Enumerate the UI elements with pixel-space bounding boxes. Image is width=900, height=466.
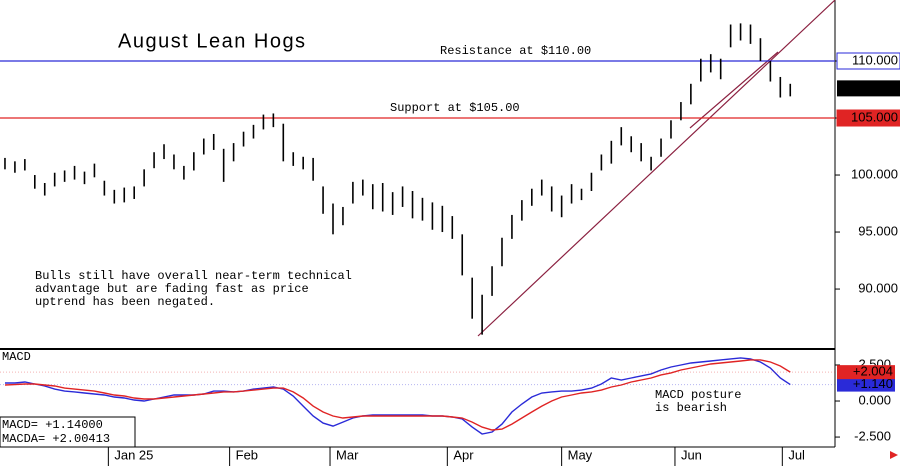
reference-label: Resistance at $110.00	[440, 44, 591, 58]
annotation: uptrend has been negated.	[35, 295, 215, 309]
x-tick-label: Feb	[236, 447, 258, 462]
panel-title: MACD	[2, 350, 31, 364]
macd-line	[4, 359, 791, 431]
readout: MACD= +1.14000	[2, 418, 103, 432]
y-tick-box	[836, 109, 900, 127]
annotation: is bearish	[655, 401, 727, 415]
x-tick-label: Jun	[681, 447, 702, 462]
y-tick-label: 110.000	[852, 52, 898, 67]
x-tick-label: Apr	[453, 447, 474, 462]
x-tick-label: Jan 25	[114, 447, 153, 462]
last-value-label: +2.004	[853, 364, 893, 379]
x-tick-label: Jul	[788, 447, 805, 462]
annotation: MACD posture	[655, 388, 741, 402]
y-tick-box	[836, 52, 900, 70]
x-tick-label: May	[568, 447, 593, 462]
trend-line	[477, 0, 836, 337]
last-value-box	[837, 377, 895, 392]
macd-line	[5, 357, 791, 435]
last-value-box	[837, 365, 895, 380]
x-tick-label: Mar	[336, 447, 359, 462]
y-tick-label: -2.500	[854, 428, 891, 443]
last-price-box	[837, 80, 900, 97]
annotation: advantage but are fading fast as price	[35, 282, 309, 296]
y-tick-label: 95.000	[858, 223, 898, 238]
chart-title: August Lean Hogs	[118, 30, 307, 52]
last-value-label: +1.140	[853, 376, 893, 391]
y-tick-label: 100.000	[851, 166, 898, 181]
readout-box	[0, 416, 136, 448]
annotation: Bulls still have overall near-term techn…	[35, 269, 352, 283]
readout: MACDA= +2.00413	[2, 432, 110, 446]
last-price-label: 107.600	[851, 80, 898, 95]
y-tick-label: 90.000	[858, 280, 898, 295]
y-tick-label: 0.000	[858, 392, 891, 407]
scroll-arrow[interactable]	[890, 451, 898, 459]
trend-line	[689, 51, 779, 129]
y-tick-label: 105.000	[851, 109, 898, 124]
reference-label: Support at $105.00	[390, 101, 520, 115]
